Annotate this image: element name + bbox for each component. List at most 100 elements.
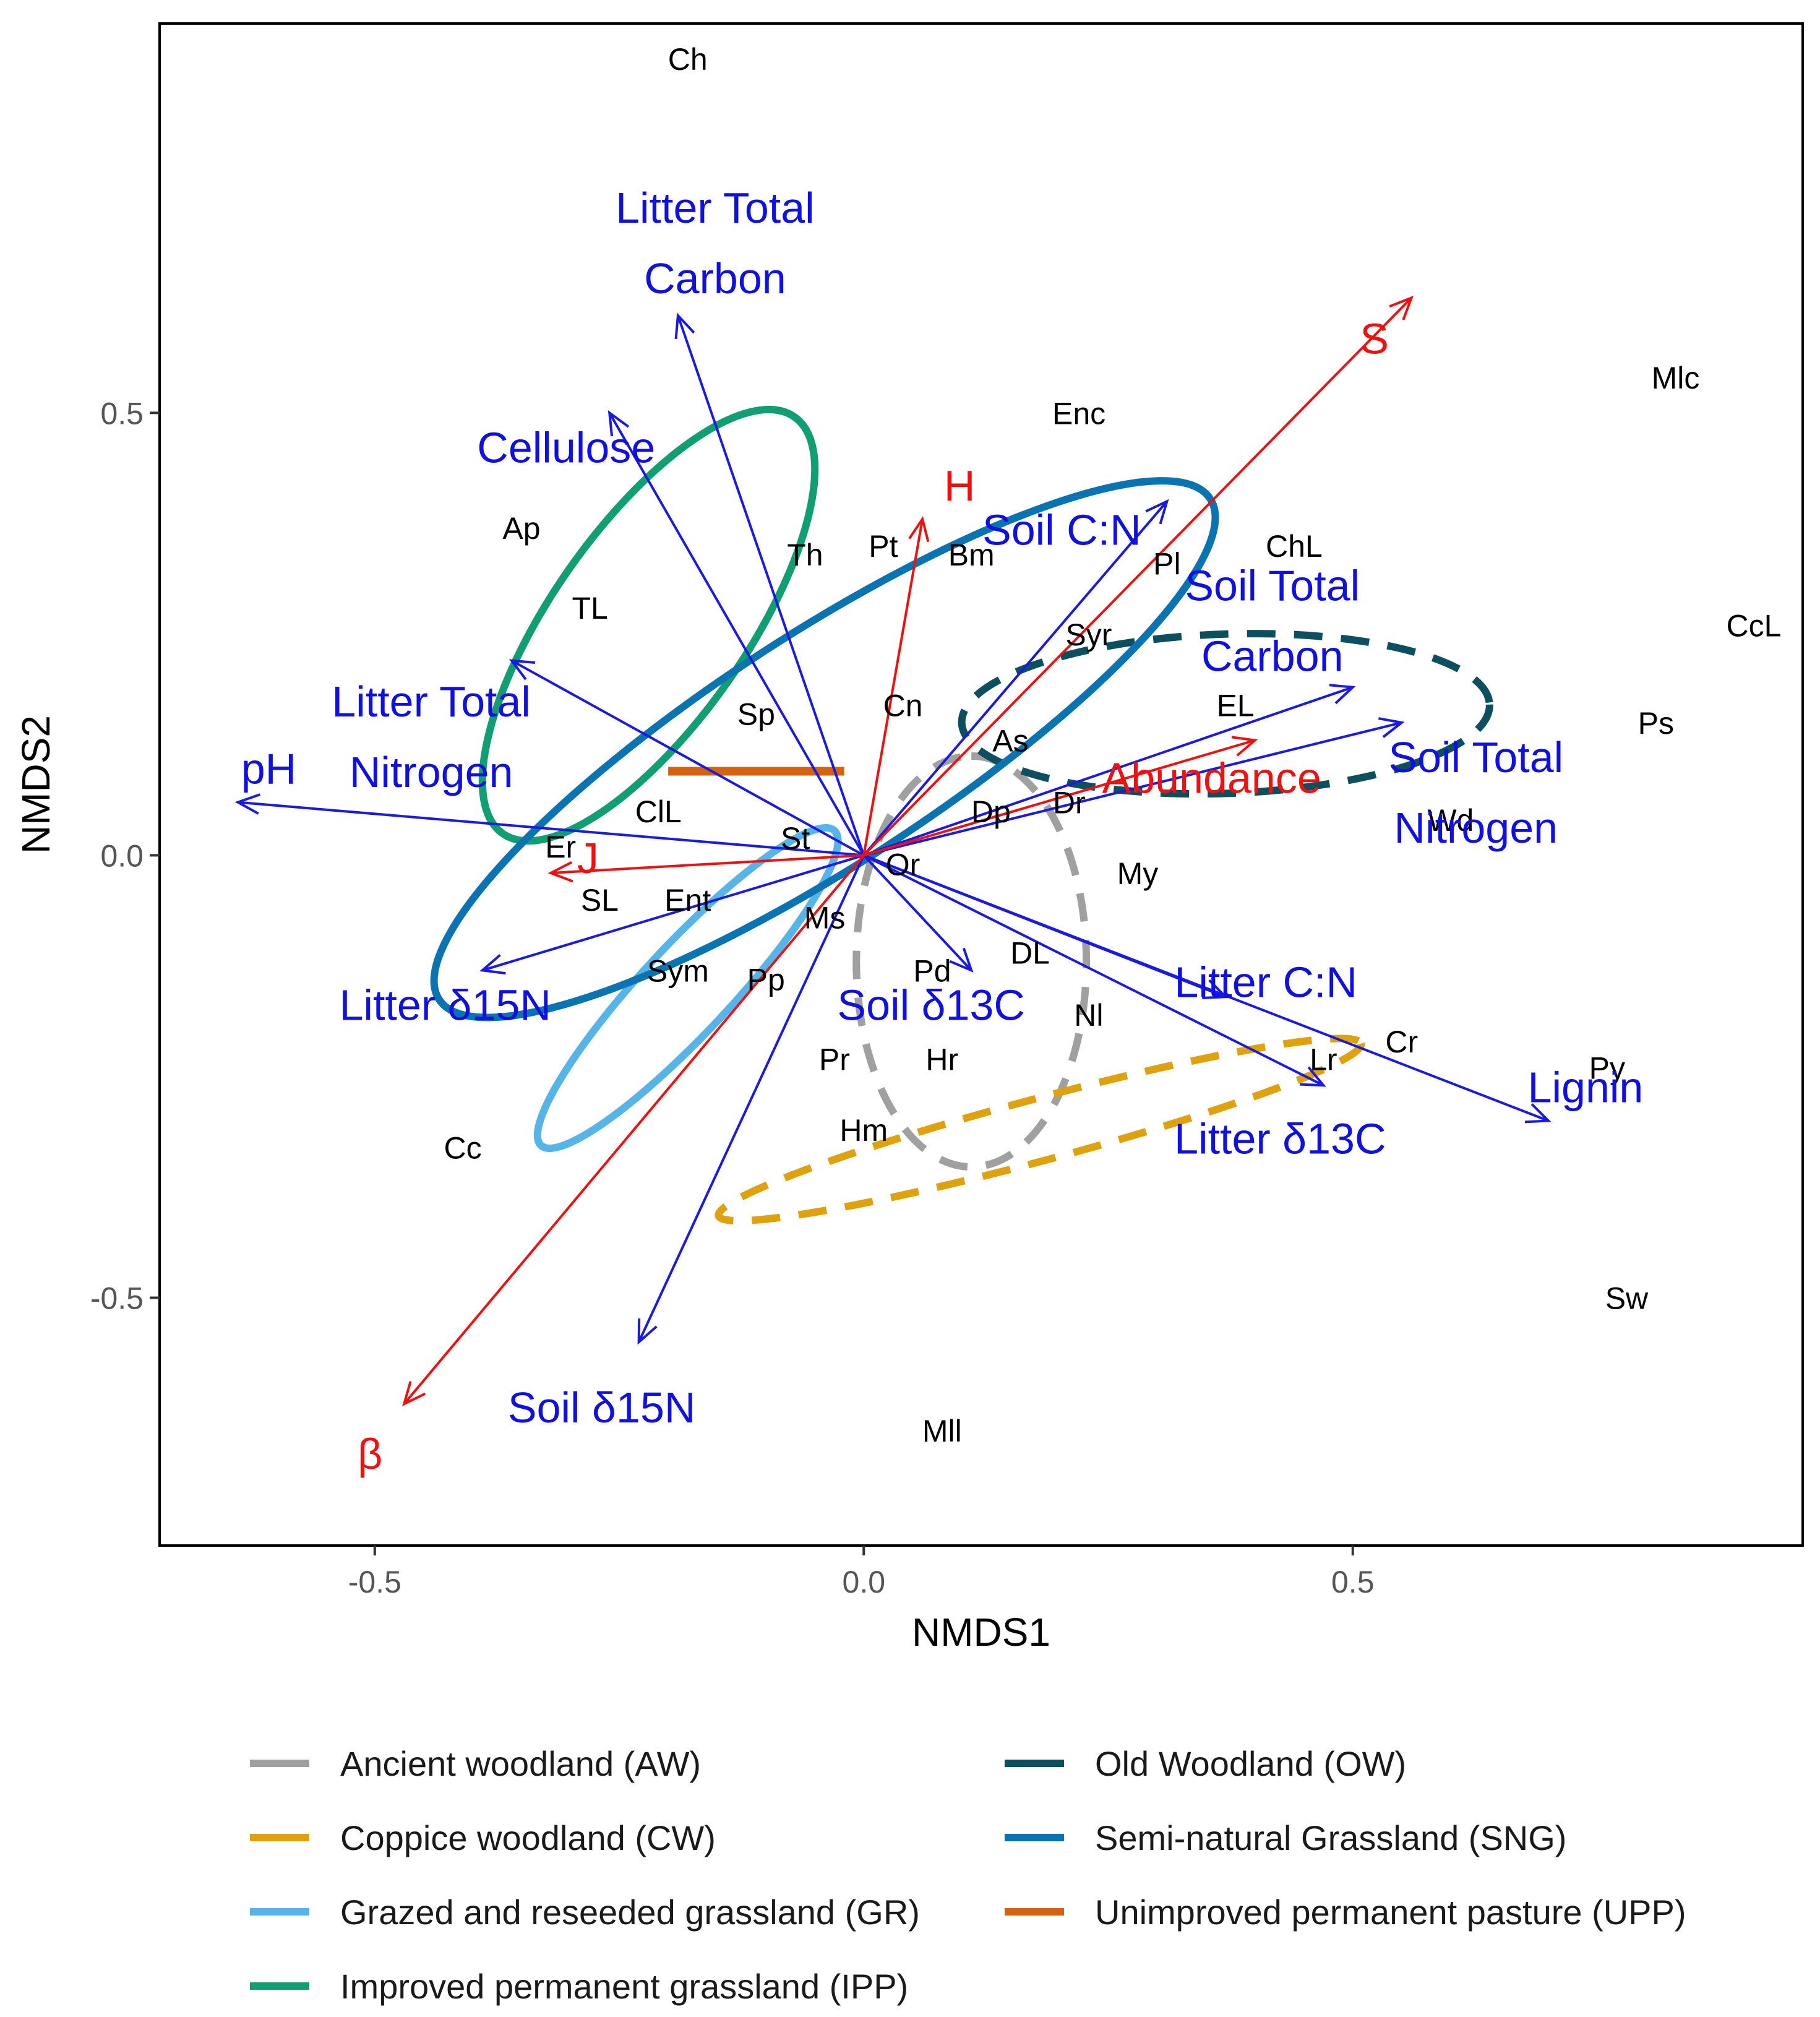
species-label-enc: Enc: [1052, 396, 1105, 431]
div-vector-label-beta: β: [358, 1430, 382, 1478]
env-vector-label-ph: pH: [241, 745, 296, 793]
ellipse-semi-natural-grassland-sng: [430, 477, 1219, 1021]
div-arrowhead-h: [908, 516, 930, 543]
species-label-pd: Pd: [913, 953, 951, 988]
env-arrowhead-soil-13c: [949, 947, 974, 973]
plot-frame: [158, 22, 1804, 1547]
env-arrowhead-soil-15n: [637, 1318, 658, 1345]
species-label-nl: Nl: [1074, 998, 1103, 1033]
env-arrowhead-cellulose: [607, 410, 630, 437]
legend-label-unimproved-permanent-pasture-upp: Unimproved permanent pasture (UPP): [1095, 1893, 1686, 1932]
x-tick-label-0-5: 0.5: [1331, 1565, 1375, 1599]
env-arrowhead-litter-13c: [1300, 1066, 1326, 1087]
species-label-hr: Hr: [925, 1042, 958, 1077]
legend: Ancient woodland (AW) Coppice woodland (C…: [250, 1744, 1686, 2006]
legend-label-ancient-woodland-aw: Ancient woodland (AW): [340, 1744, 701, 1783]
ellipse-grazed-and-reseeded-grassland-gr: [533, 824, 842, 1152]
x-tick-label-0-5: -0.5: [348, 1565, 401, 1599]
env-vector-litter-total-carbon: [677, 315, 865, 856]
env-vector-label-soil-13c: Soil δ13C: [837, 981, 1025, 1029]
env-arrowhead-litter-15n: [479, 953, 506, 975]
x-tick-label-0-0: 0.0: [843, 1565, 886, 1599]
species-label-lr: Lr: [1310, 1042, 1337, 1077]
species-label-bm: Bm: [948, 538, 995, 572]
species-label-sp: Sp: [737, 697, 775, 732]
env-arrowhead-lignin: [1524, 1103, 1552, 1124]
env-vector-label-soil-total-carbon-line-2: Carbon: [1201, 632, 1344, 681]
div-vector-j: [551, 854, 864, 875]
y-axis-title: NMDS2: [14, 715, 58, 854]
env-vector-label-soil-c-n: Soil C:N: [982, 505, 1141, 554]
species-label-syr: Syr: [1065, 617, 1112, 652]
species-label-st: St: [781, 821, 810, 856]
env-vector-lignin: [863, 854, 1549, 1122]
div-vector-s: [862, 296, 1413, 856]
div-vector-label-j: J: [577, 834, 599, 882]
species-label-dl: DL: [1010, 936, 1050, 971]
div-vector-h: [862, 518, 924, 856]
species-label-ccl: CcL: [1726, 609, 1781, 643]
species-label-cc: Cc: [444, 1130, 482, 1165]
env-vector-cellulose: [608, 412, 865, 856]
species-label-cr: Cr: [1385, 1025, 1418, 1059]
legend-label-improved-permanent-grassland-ipp: Improved permanent grassland (IPP): [340, 1967, 908, 2006]
species-label-dp: Dp: [971, 794, 1011, 829]
env-vector-label-litter-total-nitrogen-line-2: Nitrogen: [350, 748, 513, 796]
env-vector-label-soil-total-nitrogen-line-1: Soil Total: [1388, 733, 1563, 781]
env-vector-litter-15n: [482, 854, 864, 972]
species-label-cll: ClL: [635, 794, 682, 829]
div-vector-label-h: H: [944, 462, 976, 510]
species-label-cn: Cn: [883, 688, 923, 723]
species-label-pp: Pp: [747, 963, 785, 997]
species-labels: Ch Mlc Enc Ap Th Pt Bm ChL Pl TL CcL Syr Sp Cn EL As Ps C…: [444, 42, 1782, 1448]
y-tick-label-0-0: 0.0: [100, 838, 144, 873]
species-label-ch: Ch: [668, 42, 708, 77]
legend-label-semi-natural-grassland-sng: Semi-natural Grassland (SNG): [1095, 1818, 1566, 1857]
env-vector-label-litter-total-carbon-line-2: Carbon: [644, 254, 786, 303]
env-arrowhead-soil-c-n: [1145, 499, 1169, 525]
env-vector-label-litter-15n: Litter δ15N: [339, 981, 551, 1029]
div-vector-abundance: [863, 739, 1256, 857]
env-vector-ph: [238, 801, 864, 857]
env-vector-litter-total-nitrogen: [511, 660, 865, 857]
species-label-sym: Sym: [647, 953, 709, 988]
y-tick-label-0-5: 0.5: [100, 396, 144, 431]
species-label-hm: Hm: [839, 1113, 888, 1148]
species-label-mlc: Mlc: [1652, 361, 1700, 395]
species-label-pl: Pl: [1153, 546, 1180, 581]
env-vector-label-soil-15n: Soil δ15N: [508, 1383, 696, 1432]
env-vector-label-lignin: Lignin: [1528, 1063, 1644, 1111]
env-vector-soil-15n: [637, 854, 865, 1343]
species-label-pt: Pt: [869, 529, 898, 564]
species-label-sw: Sw: [1605, 1281, 1649, 1316]
species-label-wd: Wd: [1427, 803, 1474, 838]
env-vector-label-cellulose: Cellulose: [477, 423, 655, 471]
species-label-ent: Ent: [664, 883, 711, 918]
species-label-py: Py: [1589, 1051, 1625, 1086]
species-label-ps: Ps: [1638, 706, 1674, 741]
env-vector-label-soil-total-nitrogen-line-2: Nitrogen: [1394, 804, 1558, 852]
species-label-ap: Ap: [502, 511, 540, 546]
species-label-ms: Ms: [804, 901, 846, 935]
legend-label-old-woodland-ow: Old Woodland (OW): [1095, 1744, 1406, 1783]
species-label-th: Th: [787, 538, 823, 572]
env-vector-litter-13c: [863, 854, 1324, 1087]
ellipse-coppice-woodland-cw: [715, 1034, 1365, 1225]
env-vector-soil-c-n: [862, 501, 1168, 856]
env-arrowhead-litter-total-nitrogen: [509, 659, 536, 681]
env-arrowhead-ph: [234, 793, 261, 815]
legend-label-grazed-and-reseeded-grassland-gr: Grazed and reseeded grassland (GR): [340, 1893, 920, 1932]
env-arrowhead-soil-total-nitrogen: [1378, 717, 1405, 738]
x-axis-title: NMDS1: [912, 1610, 1050, 1654]
env-vector-label-soil-total-carbon-line-1: Soil Total: [1185, 562, 1360, 610]
ellipse-improved-permanent-grassland-ipp: [478, 405, 819, 845]
env-vector-label-litter-c-n: Litter C:N: [1174, 958, 1357, 1006]
div-vector-label-abundance: Abundance: [1102, 754, 1321, 802]
species-label-as: As: [992, 723, 1028, 758]
div-arrowhead-s: [1389, 295, 1414, 320]
div-arrowhead-item: [402, 1381, 426, 1406]
species-label-sl: SL: [581, 883, 619, 918]
species-label-or: Or: [886, 848, 921, 882]
env-vector-label-litter-total-carbon-line-1: Litter Total: [616, 184, 815, 232]
env-vector-soil-total-nitrogen: [863, 721, 1402, 857]
